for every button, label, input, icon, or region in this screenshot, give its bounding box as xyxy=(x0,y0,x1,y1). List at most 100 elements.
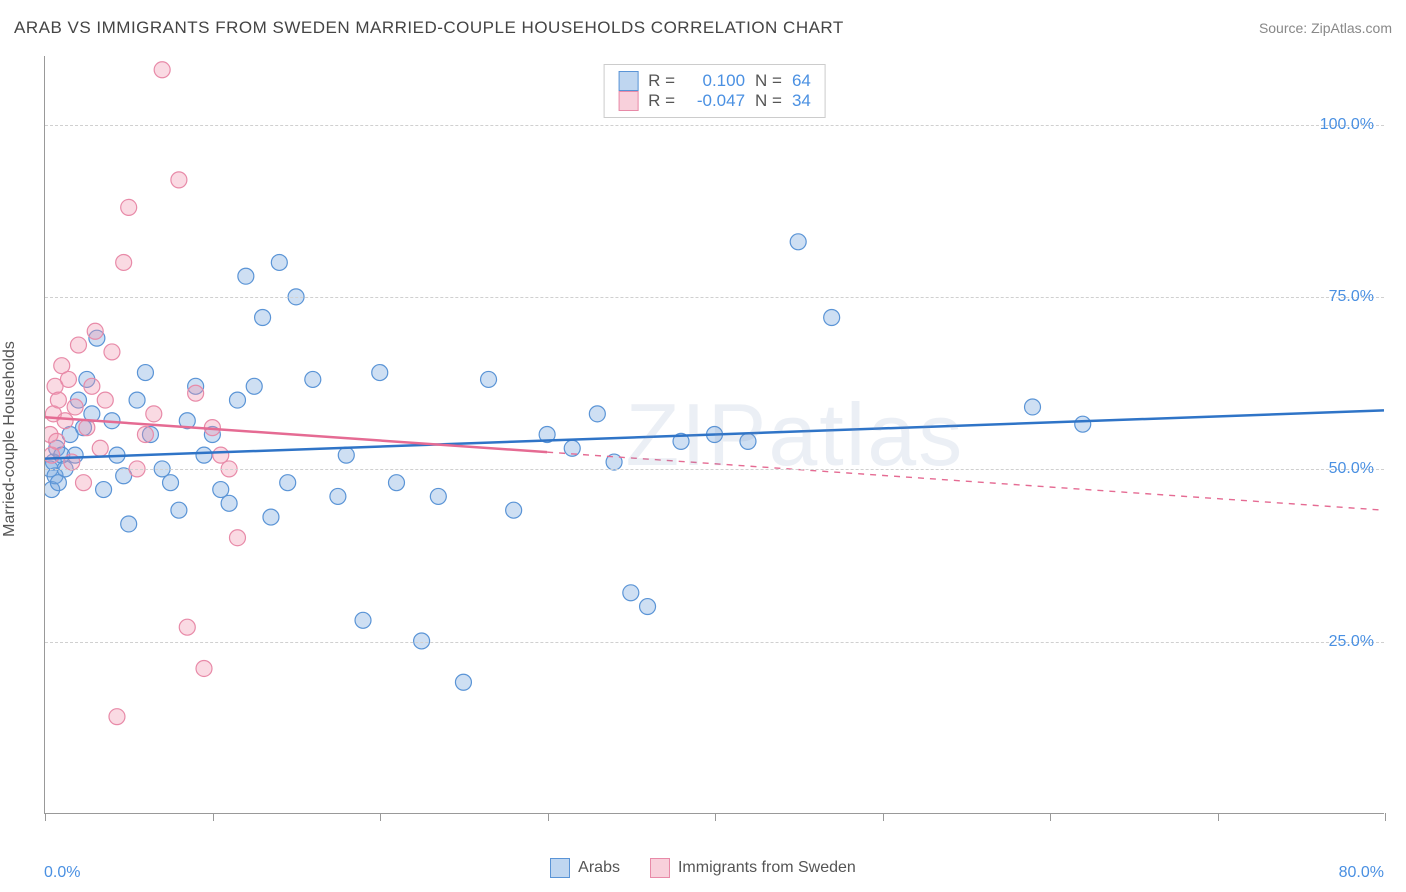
data-point xyxy=(171,172,187,188)
data-point xyxy=(196,660,212,676)
stats-row: R =-0.047N =34 xyxy=(618,91,811,111)
x-tick xyxy=(380,813,381,821)
header: ARAB VS IMMIGRANTS FROM SWEDEN MARRIED-C… xyxy=(14,18,1392,38)
gridline xyxy=(45,469,1384,470)
data-point xyxy=(76,475,92,491)
data-point xyxy=(623,585,639,601)
legend-item: Immigrants from Sweden xyxy=(650,858,856,878)
y-tick-label: 25.0% xyxy=(1329,633,1374,651)
bottom-legend: Arabs Immigrants from Sweden xyxy=(0,858,1406,878)
data-point xyxy=(57,413,73,429)
x-tick xyxy=(883,813,884,821)
series-swatch xyxy=(618,71,638,91)
data-point xyxy=(640,599,656,615)
data-point xyxy=(238,268,254,284)
r-label: R = xyxy=(648,91,675,111)
y-tick-label: 100.0% xyxy=(1320,116,1374,134)
legend-label: Immigrants from Sweden xyxy=(678,859,856,877)
data-point xyxy=(455,674,471,690)
x-tick xyxy=(1385,813,1386,821)
r-label: R = xyxy=(648,71,675,91)
gridline xyxy=(45,297,1384,298)
data-point xyxy=(271,254,287,270)
data-point xyxy=(60,371,76,387)
data-point xyxy=(221,495,237,511)
stats-row: R = 0.100 N = 64 xyxy=(618,71,811,91)
regression-line xyxy=(45,417,547,452)
source-label: Source: ZipAtlas.com xyxy=(1259,20,1392,36)
gridline xyxy=(45,642,1384,643)
x-tick xyxy=(1050,813,1051,821)
data-point xyxy=(246,378,262,394)
n-value: 34 xyxy=(792,91,811,111)
data-point xyxy=(50,392,66,408)
data-point xyxy=(255,310,271,326)
data-point xyxy=(355,612,371,628)
regression-line xyxy=(45,410,1384,458)
data-point xyxy=(179,619,195,635)
x-tick xyxy=(1218,813,1219,821)
legend-swatch xyxy=(550,858,570,878)
r-value: -0.047 xyxy=(685,91,745,111)
data-point xyxy=(506,502,522,518)
legend-label: Arabs xyxy=(578,859,620,877)
y-tick-label: 50.0% xyxy=(1329,460,1374,478)
data-point xyxy=(104,344,120,360)
data-point xyxy=(87,323,103,339)
legend-item: Arabs xyxy=(550,858,620,878)
data-point xyxy=(109,709,125,725)
n-label: N = xyxy=(755,71,782,91)
data-point xyxy=(213,447,229,463)
data-point xyxy=(196,447,212,463)
data-point xyxy=(213,482,229,498)
x-tick xyxy=(213,813,214,821)
data-point xyxy=(171,502,187,518)
legend-swatch xyxy=(650,858,670,878)
x-tick xyxy=(715,813,716,821)
data-point xyxy=(1025,399,1041,415)
data-point xyxy=(154,62,170,78)
data-point xyxy=(49,433,65,449)
data-point xyxy=(790,234,806,250)
data-point xyxy=(338,447,354,463)
data-point xyxy=(146,406,162,422)
data-point xyxy=(188,385,204,401)
data-point xyxy=(137,427,153,443)
data-point xyxy=(67,399,83,415)
data-point xyxy=(92,440,108,456)
gridline xyxy=(45,125,1384,126)
data-point xyxy=(330,488,346,504)
data-point xyxy=(79,420,95,436)
data-point xyxy=(121,199,137,215)
x-tick xyxy=(548,813,549,821)
data-point xyxy=(372,365,388,381)
correlation-stats-box: R = 0.100 N = 64R = -0.047 N = 34 xyxy=(603,64,826,118)
regression-line-dashed xyxy=(547,452,1384,510)
r-value: 0.100 xyxy=(685,71,745,91)
y-tick-label: 75.0% xyxy=(1329,288,1374,306)
data-point xyxy=(824,310,840,326)
series-swatch xyxy=(618,91,638,111)
data-point xyxy=(280,475,296,491)
data-point xyxy=(229,392,245,408)
data-point xyxy=(163,475,179,491)
data-point xyxy=(121,516,137,532)
data-point xyxy=(84,378,100,394)
n-value: 64 xyxy=(792,71,811,91)
data-point xyxy=(481,371,497,387)
data-point xyxy=(96,482,112,498)
data-point xyxy=(116,254,132,270)
data-point xyxy=(388,475,404,491)
data-point xyxy=(740,433,756,449)
data-point xyxy=(129,392,145,408)
data-point xyxy=(1075,416,1091,432)
data-point xyxy=(305,371,321,387)
chart-plot-area: ZIPatlas R =0.100N =64R =-0.047N =34 25.… xyxy=(44,56,1384,814)
data-point xyxy=(70,337,86,353)
data-point xyxy=(430,488,446,504)
y-axis-label: Married-couple Households xyxy=(1,341,19,537)
scatter-plot-svg xyxy=(45,56,1384,813)
data-point xyxy=(229,530,245,546)
data-point xyxy=(263,509,279,525)
x-tick xyxy=(45,813,46,821)
